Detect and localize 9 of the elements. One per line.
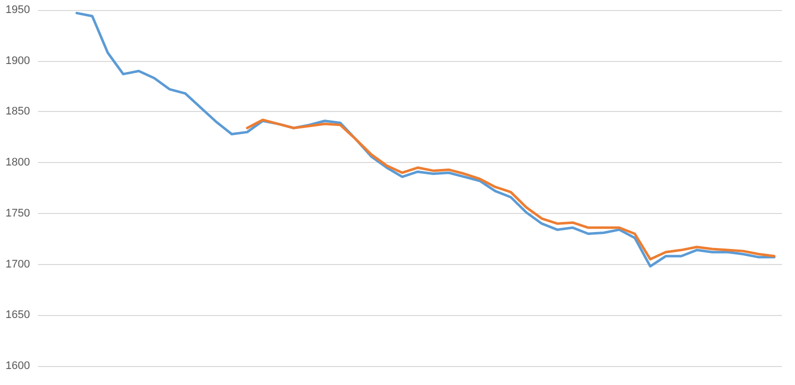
- y-tick-label: 1800: [6, 156, 30, 169]
- y-tick-label: 1900: [6, 54, 30, 67]
- y-tick-label: 1600: [6, 360, 30, 372]
- y-tick-label: 1650: [6, 309, 30, 322]
- y-tick-label: 1750: [6, 207, 30, 220]
- y-tick-label: 1950: [6, 4, 30, 16]
- line-series: [246, 118, 776, 260]
- y-tick-label: 1850: [6, 106, 30, 118]
- y-tick-label: 1700: [6, 258, 30, 270]
